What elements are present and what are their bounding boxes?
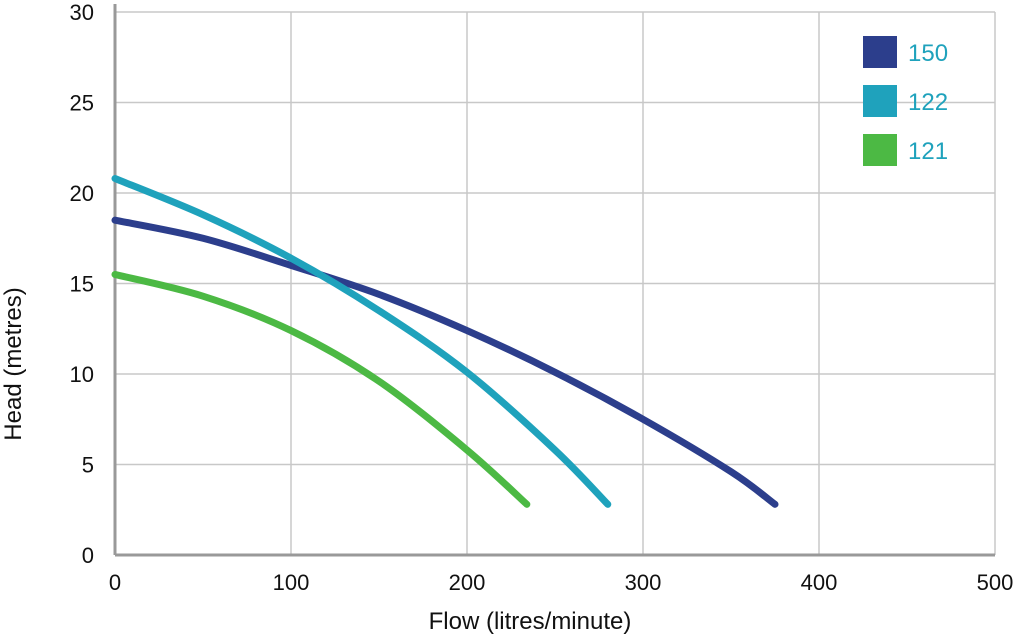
- y-tick-label: 25: [70, 91, 94, 116]
- y-tick-label: 20: [70, 181, 94, 206]
- legend-swatch-121: [863, 134, 897, 166]
- y-tick-label: 30: [70, 0, 94, 25]
- tick-labels: 0 100 200 300 400 500 0 5 10 15 20 25 30: [70, 0, 1014, 595]
- x-tick-label: 0: [109, 570, 121, 595]
- y-tick-label: 15: [70, 272, 94, 297]
- legend: 150 122 121: [863, 36, 948, 166]
- x-tick-label: 500: [977, 570, 1014, 595]
- axes: [113, 4, 995, 557]
- x-tick-label: 300: [625, 570, 662, 595]
- legend-swatch-150: [863, 36, 897, 68]
- x-axis-title: Flow (litres/minute): [429, 608, 632, 635]
- legend-label-121: 121: [908, 138, 948, 165]
- grid: [115, 11, 996, 555]
- series-line-150: [111, 216, 779, 508]
- legend-label-150: 150: [908, 40, 948, 67]
- y-tick-label: 5: [82, 453, 94, 478]
- legend-swatch-122: [863, 85, 897, 117]
- y-tick-label: 10: [70, 362, 94, 387]
- x-tick-label: 400: [801, 570, 838, 595]
- y-tick-label: 0: [82, 543, 94, 568]
- series-line-121: [111, 270, 531, 508]
- series-line-122: [111, 175, 612, 508]
- x-tick-label: 100: [273, 570, 310, 595]
- series-lines: [111, 175, 779, 508]
- legend-label-122: 122: [908, 89, 948, 116]
- y-axis-title: Head (metres): [0, 287, 27, 440]
- x-tick-label: 200: [449, 570, 486, 595]
